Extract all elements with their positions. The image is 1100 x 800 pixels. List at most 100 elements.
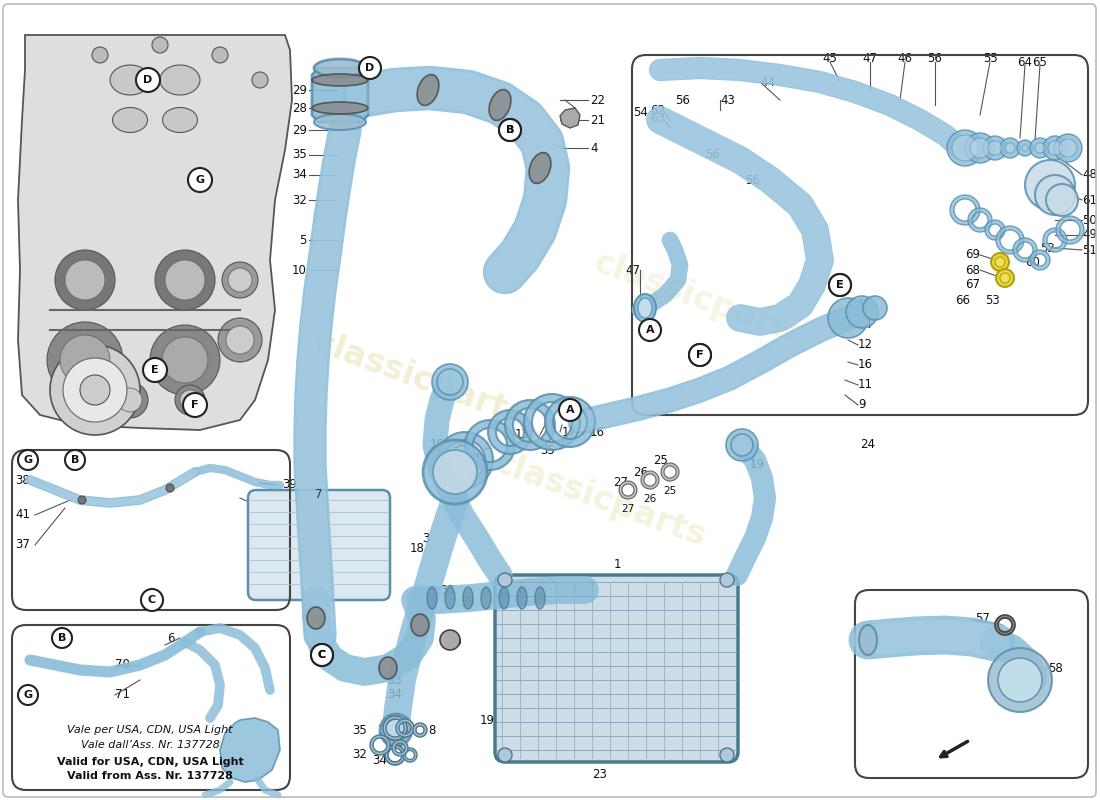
Circle shape bbox=[1030, 138, 1050, 158]
Circle shape bbox=[965, 133, 996, 163]
Text: 55: 55 bbox=[982, 51, 998, 65]
Text: 48: 48 bbox=[1082, 169, 1097, 182]
Circle shape bbox=[65, 260, 104, 300]
Circle shape bbox=[433, 450, 477, 494]
Text: 17: 17 bbox=[562, 426, 578, 438]
Text: 11: 11 bbox=[858, 378, 873, 391]
Ellipse shape bbox=[535, 587, 544, 609]
Ellipse shape bbox=[411, 614, 429, 636]
Circle shape bbox=[183, 393, 207, 417]
Text: 56: 56 bbox=[675, 94, 690, 106]
Circle shape bbox=[212, 47, 228, 63]
Circle shape bbox=[1035, 143, 1045, 153]
Circle shape bbox=[689, 344, 711, 366]
Text: F: F bbox=[696, 350, 704, 360]
Text: 1: 1 bbox=[614, 558, 620, 571]
Text: 47: 47 bbox=[625, 263, 640, 277]
Ellipse shape bbox=[307, 607, 324, 629]
Circle shape bbox=[78, 496, 86, 504]
Text: 68: 68 bbox=[965, 263, 980, 277]
Circle shape bbox=[988, 141, 1002, 155]
Circle shape bbox=[988, 648, 1052, 712]
Circle shape bbox=[689, 344, 711, 366]
Text: C: C bbox=[318, 650, 326, 660]
Text: 45: 45 bbox=[823, 51, 837, 65]
Circle shape bbox=[359, 57, 381, 79]
Ellipse shape bbox=[160, 65, 200, 95]
Text: 7: 7 bbox=[316, 489, 322, 502]
Text: G: G bbox=[23, 690, 33, 700]
Ellipse shape bbox=[859, 625, 877, 655]
Circle shape bbox=[1046, 184, 1078, 216]
Text: 36: 36 bbox=[560, 723, 575, 737]
Text: classicparts: classicparts bbox=[590, 246, 811, 354]
Text: 35: 35 bbox=[293, 149, 307, 162]
Text: 31: 31 bbox=[355, 549, 370, 562]
Text: F: F bbox=[696, 350, 704, 360]
Ellipse shape bbox=[417, 74, 439, 106]
Circle shape bbox=[952, 135, 978, 161]
Circle shape bbox=[970, 138, 990, 158]
Text: 41: 41 bbox=[15, 509, 30, 522]
Circle shape bbox=[141, 589, 163, 611]
Circle shape bbox=[996, 257, 1005, 267]
Ellipse shape bbox=[385, 719, 407, 741]
Text: 29: 29 bbox=[292, 123, 307, 137]
Circle shape bbox=[639, 319, 661, 341]
Text: 28: 28 bbox=[293, 102, 307, 114]
Circle shape bbox=[218, 318, 262, 362]
Text: 22: 22 bbox=[590, 94, 605, 106]
Ellipse shape bbox=[379, 714, 412, 746]
Circle shape bbox=[52, 628, 72, 648]
Circle shape bbox=[166, 484, 174, 492]
Circle shape bbox=[1043, 136, 1067, 160]
Text: 34: 34 bbox=[293, 169, 307, 182]
Circle shape bbox=[118, 388, 142, 412]
Text: 29: 29 bbox=[292, 83, 307, 97]
Circle shape bbox=[55, 250, 116, 310]
Ellipse shape bbox=[427, 587, 437, 609]
Circle shape bbox=[50, 345, 140, 435]
Polygon shape bbox=[18, 35, 292, 430]
Text: 44: 44 bbox=[760, 75, 775, 89]
Circle shape bbox=[864, 296, 887, 320]
Circle shape bbox=[188, 168, 212, 192]
Text: 34: 34 bbox=[372, 754, 387, 766]
Text: 5: 5 bbox=[299, 234, 307, 246]
Circle shape bbox=[996, 269, 1014, 287]
Text: 53: 53 bbox=[984, 294, 1000, 306]
Text: 35: 35 bbox=[460, 595, 475, 609]
Text: 61: 61 bbox=[1082, 194, 1097, 206]
Circle shape bbox=[92, 47, 108, 63]
Circle shape bbox=[1059, 139, 1077, 157]
Circle shape bbox=[60, 335, 110, 385]
Ellipse shape bbox=[463, 587, 473, 609]
Circle shape bbox=[1035, 175, 1075, 215]
Circle shape bbox=[228, 268, 252, 292]
Ellipse shape bbox=[499, 587, 509, 609]
Text: 18: 18 bbox=[410, 542, 425, 554]
Text: 32: 32 bbox=[363, 509, 378, 522]
Ellipse shape bbox=[529, 153, 551, 183]
Text: classicparts: classicparts bbox=[490, 446, 711, 554]
Circle shape bbox=[720, 573, 734, 587]
Text: 33: 33 bbox=[387, 674, 402, 686]
Text: 64: 64 bbox=[1018, 55, 1033, 69]
Circle shape bbox=[424, 440, 487, 504]
Ellipse shape bbox=[163, 107, 198, 133]
Text: 33: 33 bbox=[440, 583, 455, 597]
Text: 9: 9 bbox=[858, 398, 866, 411]
Text: 21: 21 bbox=[590, 114, 605, 126]
Text: 70: 70 bbox=[116, 658, 130, 671]
Circle shape bbox=[252, 72, 268, 88]
Ellipse shape bbox=[112, 107, 147, 133]
Text: 34: 34 bbox=[387, 689, 402, 702]
Text: 13: 13 bbox=[515, 429, 530, 442]
Polygon shape bbox=[312, 68, 368, 122]
Circle shape bbox=[136, 68, 160, 92]
Circle shape bbox=[63, 358, 126, 422]
Text: E: E bbox=[836, 280, 844, 290]
Text: 58: 58 bbox=[1048, 662, 1063, 674]
Ellipse shape bbox=[314, 114, 366, 130]
Circle shape bbox=[165, 260, 205, 300]
